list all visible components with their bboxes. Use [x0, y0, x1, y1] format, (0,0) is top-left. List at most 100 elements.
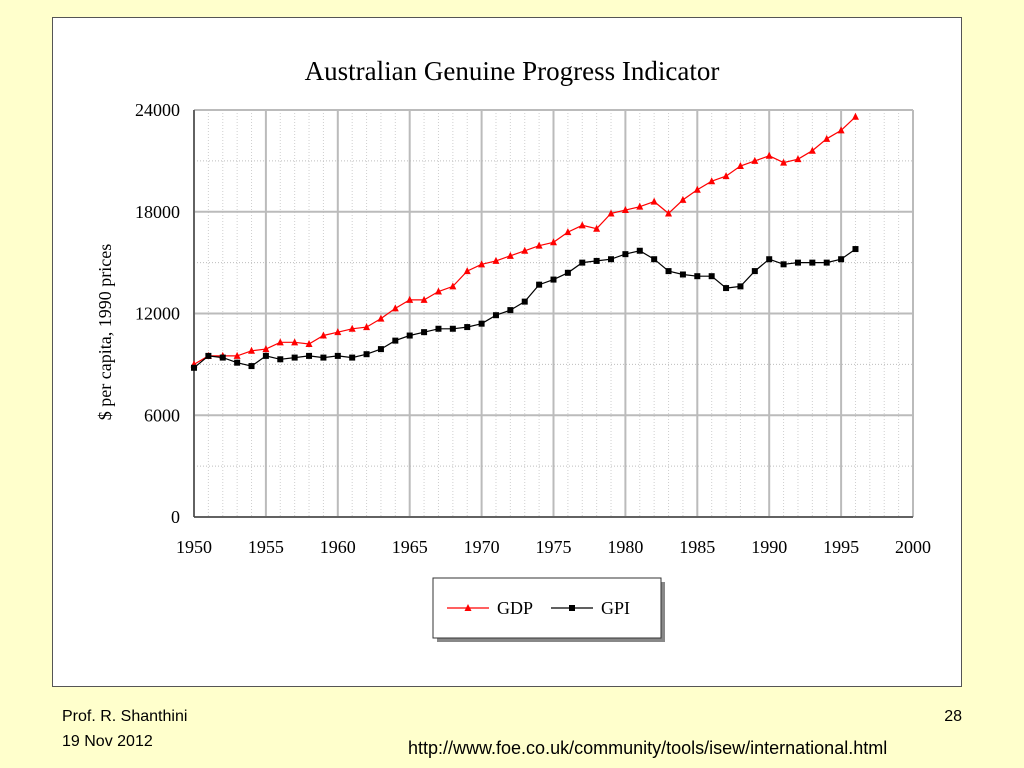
data-point-square [593, 257, 600, 264]
data-point-square [751, 268, 758, 275]
data-point-square [334, 352, 341, 359]
footer-author: Prof. R. Shanthini [62, 708, 188, 725]
data-point-square [191, 364, 197, 371]
data-point-triangle [506, 251, 514, 259]
data-point-triangle [420, 295, 428, 303]
data-point-square [723, 285, 730, 292]
data-point-triangle [334, 328, 342, 336]
data-point-triangle [262, 345, 270, 353]
data-point-triangle [535, 241, 543, 249]
data-point-triangle [463, 267, 471, 275]
data-point-square [622, 251, 629, 258]
x-tick-label: 1955 [248, 537, 284, 557]
series-layer [190, 112, 859, 371]
data-point-triangle [550, 238, 557, 246]
legend-label-gdp: GDP [497, 598, 533, 618]
x-tick-label: 1980 [607, 537, 643, 557]
legend: GDP GPI [432, 577, 665, 642]
data-point-triangle [794, 155, 802, 163]
data-point-triangle [305, 340, 313, 348]
data-point-square [536, 281, 543, 288]
data-point-triangle [765, 151, 773, 159]
x-tick-label: 1950 [176, 537, 212, 557]
figure-panel: Australian Genuine Progress Indicator 19… [52, 17, 962, 687]
data-point-square [406, 332, 413, 339]
data-point-square [248, 363, 255, 370]
legend-label-gpi: GPI [601, 598, 630, 618]
data-point-square [377, 346, 384, 353]
data-point-square [636, 247, 643, 254]
data-point-triangle [478, 260, 486, 268]
data-point-square [651, 256, 658, 263]
data-point-square [608, 256, 615, 263]
x-tick-label: 1975 [536, 537, 572, 557]
data-point-triangle [823, 134, 831, 142]
data-point-square [421, 329, 428, 336]
data-point-triangle [636, 202, 644, 210]
axes: 1950 1955 1960 1965 1970 1975 1980 1985 1990 1995… [135, 100, 931, 557]
data-point-square [262, 352, 269, 359]
data-point-triangle [780, 158, 788, 166]
data-point-triangle [621, 206, 629, 214]
data-point-triangle [650, 197, 658, 205]
data-point-square [679, 271, 686, 278]
data-point-triangle [578, 221, 586, 229]
x-tick-label: 2000 [895, 537, 931, 557]
data-point-triangle [406, 295, 414, 303]
data-point-square [478, 320, 485, 327]
data-point-square [665, 268, 672, 275]
y-tick-label: 24000 [135, 100, 180, 120]
data-point-triangle [434, 287, 442, 295]
data-point-triangle [722, 172, 730, 180]
data-point-triangle [377, 314, 385, 322]
y-tick-label: 0 [171, 507, 180, 527]
data-point-square [579, 259, 586, 266]
data-point-square [449, 325, 456, 332]
series-gdp [190, 112, 859, 368]
grid [193, 109, 914, 518]
y-axis-label: $ per capita, 1990 prices [95, 244, 115, 420]
data-point-square [507, 307, 514, 314]
data-point-square [492, 312, 499, 319]
slide-number: 28 [944, 708, 962, 725]
x-tick-label: 1970 [464, 537, 500, 557]
data-point-triangle [751, 156, 759, 164]
data-point-square [392, 337, 399, 344]
data-point-square [521, 298, 528, 305]
data-point-square [234, 359, 241, 366]
data-point-triangle [363, 323, 371, 331]
x-tick-label: 1960 [320, 537, 356, 557]
data-point-square [550, 276, 557, 283]
x-tick-label: 1965 [392, 537, 428, 557]
data-point-triangle [449, 282, 457, 290]
data-point-square [435, 325, 442, 332]
source-url[interactable]: http://www.foe.co.uk/community/tools/ise… [408, 738, 888, 758]
data-point-square [291, 354, 298, 361]
data-point-square [569, 605, 575, 611]
data-point-square [823, 259, 830, 266]
data-point-square [564, 269, 571, 276]
data-point-square [349, 354, 356, 361]
data-point-triangle [564, 228, 572, 236]
data-point-square [766, 256, 773, 263]
data-point-triangle [851, 112, 859, 120]
chart-title: Australian Genuine Progress Indicator [305, 56, 720, 86]
x-tick-label: 1995 [823, 537, 859, 557]
footer-date: 19 Nov 2012 [62, 733, 153, 750]
data-point-square [794, 259, 801, 266]
data-point-square [780, 261, 787, 268]
data-point-triangle [693, 185, 701, 193]
data-point-triangle [593, 224, 601, 232]
data-point-square [852, 246, 859, 253]
data-point-triangle [391, 304, 399, 312]
data-point-triangle [708, 177, 716, 185]
y-tick-label: 6000 [144, 405, 180, 425]
data-point-triangle [679, 195, 687, 203]
y-tick-label: 12000 [135, 304, 180, 324]
x-tick-label: 1985 [679, 537, 715, 557]
data-point-square [205, 352, 212, 359]
data-point-square [363, 351, 370, 358]
y-tick-label: 18000 [135, 202, 180, 222]
data-point-triangle [837, 126, 845, 134]
data-point-square [219, 354, 226, 361]
